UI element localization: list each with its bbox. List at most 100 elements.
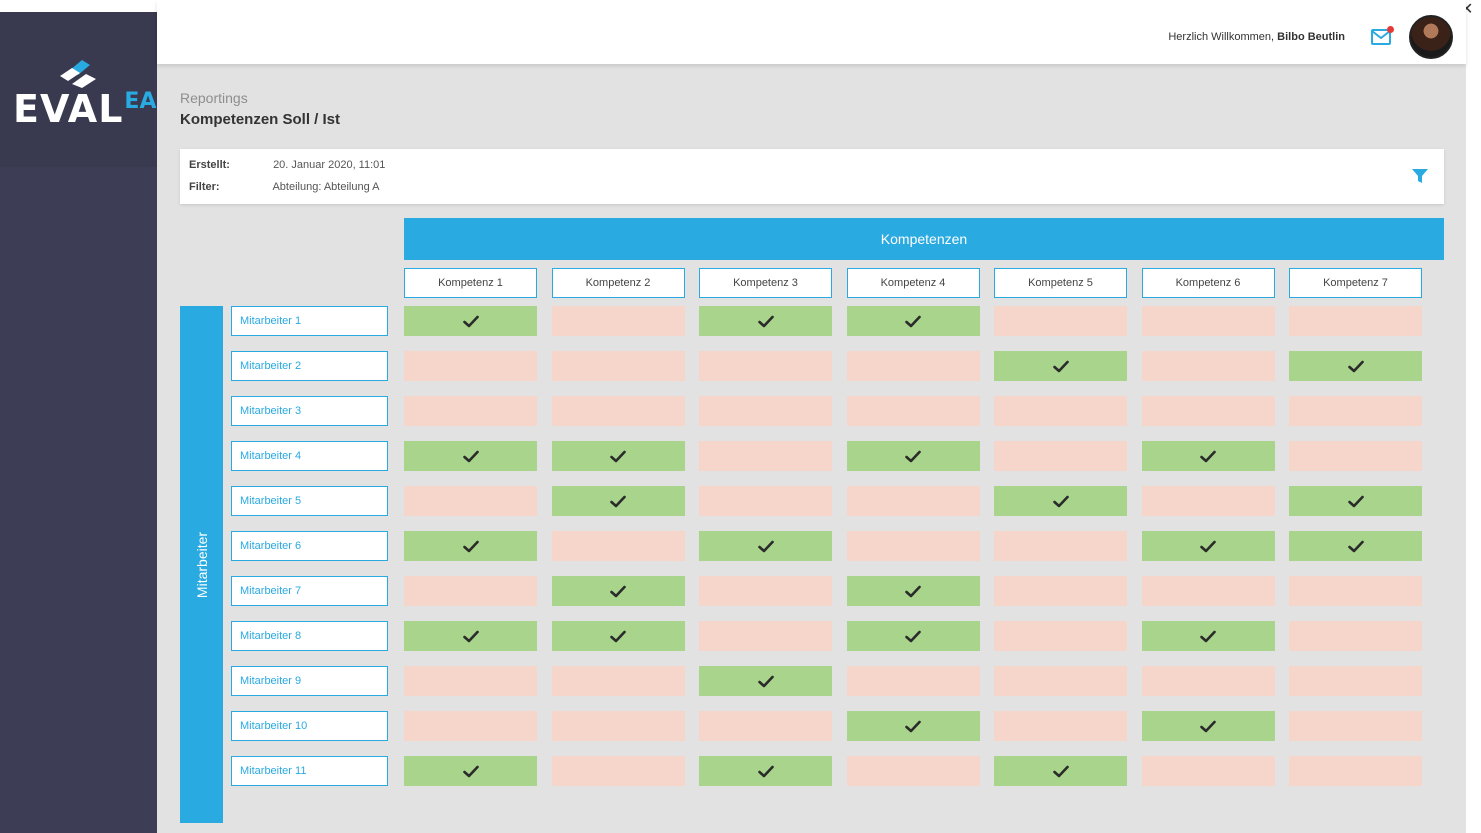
matrix-cell-missing <box>551 351 685 381</box>
matrix-cell-missing <box>1289 306 1422 336</box>
matrix-cell-fulfilled <box>699 306 832 336</box>
check-icon <box>1347 360 1364 372</box>
matrix-cell-missing <box>994 531 1127 561</box>
employee-label[interactable]: Mitarbeiter 4 <box>231 441 388 471</box>
matrix-cell-missing <box>1289 441 1422 471</box>
matrix-cell-fulfilled <box>404 306 537 336</box>
matrix-cell-missing <box>699 576 832 606</box>
matrix-cell-fulfilled <box>1141 711 1275 741</box>
check-icon <box>610 585 626 597</box>
matrix-cell-missing <box>699 441 832 471</box>
employee-label[interactable]: Mitarbeiter 8 <box>231 621 388 651</box>
column-header: Kompetenz 5 <box>994 268 1127 298</box>
matrix-cell-missing <box>404 351 537 381</box>
main-content: Reportings Kompetenzen Soll / Ist Erstel… <box>157 64 1466 833</box>
matrix-cell-fulfilled <box>1141 531 1275 561</box>
matrix-cell-missing <box>1289 576 1422 606</box>
matrix-cell-fulfilled <box>551 486 685 516</box>
matrix-cell-missing <box>994 666 1127 696</box>
logo-text: EVALEA <box>13 87 157 131</box>
logo-sup: EA <box>124 89 157 114</box>
check-icon <box>1052 765 1069 777</box>
check-icon <box>1052 360 1069 372</box>
check-icon <box>905 720 921 732</box>
matrix-cell-missing <box>846 351 980 381</box>
matrix-cell-missing <box>551 306 685 336</box>
matrix-cell-missing <box>1289 711 1422 741</box>
mitarbeiter-header-label: Mitarbeiter <box>193 531 210 598</box>
matrix-cell-missing <box>1141 306 1275 336</box>
employee-label[interactable]: Mitarbeiter 1 <box>231 306 388 336</box>
check-icon <box>905 630 921 642</box>
matrix-cell-fulfilled <box>846 576 980 606</box>
notification-dot <box>1387 26 1394 33</box>
matrix-cell-missing <box>404 666 537 696</box>
avatar[interactable] <box>1409 15 1453 59</box>
matrix-cell-missing <box>699 351 832 381</box>
mail-icon[interactable] <box>1371 29 1391 45</box>
check-icon <box>610 495 626 507</box>
employee-label[interactable]: Mitarbeiter 7 <box>231 576 388 606</box>
matrix-cell-fulfilled <box>1289 531 1422 561</box>
matrix-cell-fulfilled <box>404 621 537 651</box>
matrix-cell-fulfilled <box>846 306 980 336</box>
page-title: Kompetenzen Soll / Ist <box>180 111 341 128</box>
breadcrumb[interactable]: Reportings <box>180 90 248 106</box>
check-icon <box>1347 540 1364 552</box>
employee-label[interactable]: Mitarbeiter 3 <box>231 396 388 426</box>
column-header: Kompetenz 7 <box>1289 268 1422 298</box>
check-icon <box>462 450 479 462</box>
employee-label[interactable]: Mitarbeiter 6 <box>231 531 388 561</box>
matrix-cell-missing <box>404 576 537 606</box>
sidebar: EVALEA <box>0 12 157 833</box>
employee-label[interactable]: Mitarbeiter 5 <box>231 486 388 516</box>
employee-label[interactable]: Mitarbeiter 11 <box>231 756 388 786</box>
check-icon <box>757 540 774 552</box>
employee-label[interactable]: Mitarbeiter 10 <box>231 711 388 741</box>
check-icon <box>1200 540 1216 552</box>
matrix-cell-missing <box>551 396 685 426</box>
matrix-cell-missing <box>994 621 1127 651</box>
matrix-cell-fulfilled <box>1141 441 1275 471</box>
filter-icon[interactable] <box>1412 168 1428 184</box>
matrix-cell-missing <box>1141 396 1275 426</box>
top-bar: Herzlich Willkommen, Bilbo Beutlin <box>157 0 1466 64</box>
matrix-cell-missing <box>699 486 832 516</box>
matrix-cell-missing <box>846 396 980 426</box>
check-icon <box>905 315 921 327</box>
matrix-cell-missing <box>1141 351 1275 381</box>
matrix-cell-fulfilled <box>699 531 832 561</box>
info-card: Erstellt: 20. Januar 2020, 11:01 Filter:… <box>180 149 1444 204</box>
column-header: Kompetenz 6 <box>1141 268 1275 298</box>
check-icon <box>757 675 774 687</box>
matrix-cell-fulfilled <box>699 756 832 786</box>
created-label: Erstellt: <box>189 159 230 171</box>
employee-label[interactable]: Mitarbeiter 9 <box>231 666 388 696</box>
matrix-cell-missing <box>846 756 980 786</box>
matrix-cell-fulfilled <box>1289 351 1422 381</box>
check-icon <box>757 315 774 327</box>
matrix-cell-missing <box>551 711 685 741</box>
check-icon <box>462 540 479 552</box>
check-icon <box>462 630 479 642</box>
user-name: Bilbo Beutlin <box>1277 31 1345 43</box>
matrix-cell-missing <box>994 306 1127 336</box>
logo[interactable]: EVALEA <box>0 12 157 167</box>
check-icon <box>905 585 921 597</box>
matrix-cell-fulfilled <box>846 441 980 471</box>
matrix-cell-missing <box>699 396 832 426</box>
check-icon <box>462 765 479 777</box>
check-icon <box>905 450 921 462</box>
welcome-prefix: Herzlich Willkommen, <box>1168 31 1275 43</box>
created-value: 20. Januar 2020, 11:01 <box>273 159 386 171</box>
matrix-cell-fulfilled <box>1141 621 1275 651</box>
matrix-cell-fulfilled <box>994 351 1127 381</box>
matrix-cell-missing <box>994 441 1127 471</box>
matrix-cell-missing <box>404 396 537 426</box>
check-icon <box>462 315 479 327</box>
matrix-cell-fulfilled <box>994 756 1127 786</box>
matrix-cell-missing <box>994 711 1127 741</box>
employee-label[interactable]: Mitarbeiter 2 <box>231 351 388 381</box>
check-icon <box>1052 495 1069 507</box>
matrix-cell-missing <box>1141 666 1275 696</box>
